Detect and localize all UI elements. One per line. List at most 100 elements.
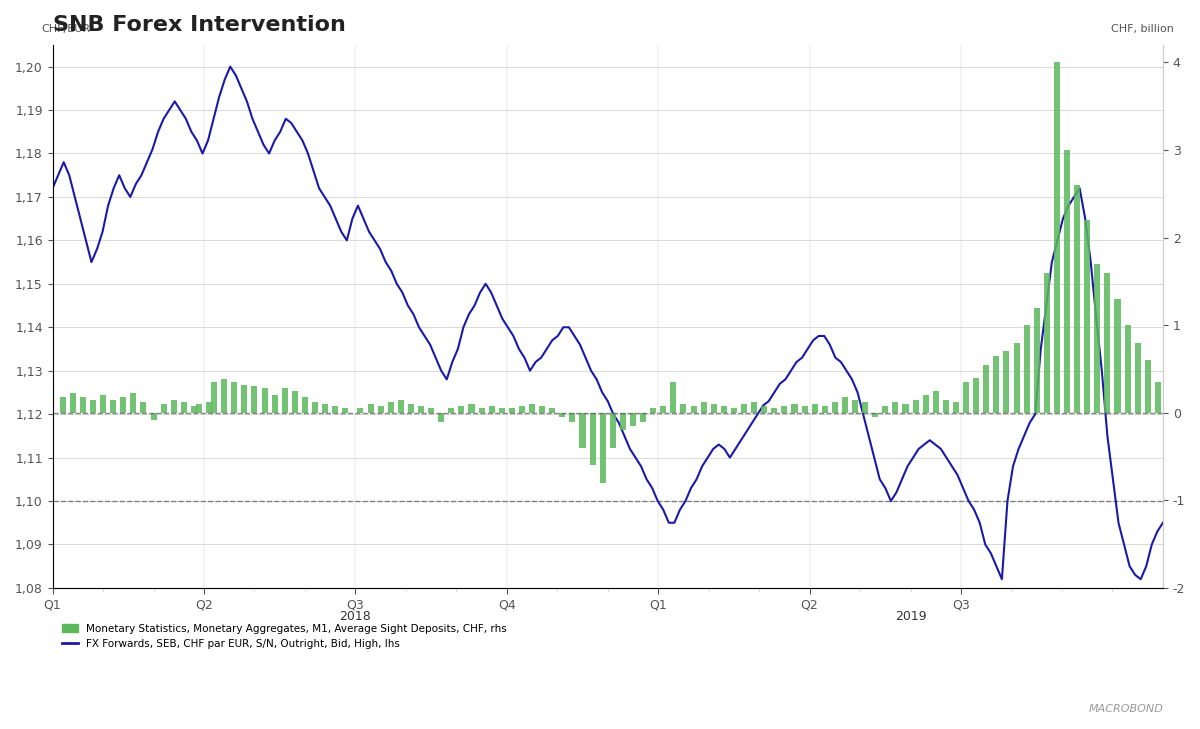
Bar: [690, 406, 696, 413]
Bar: [518, 406, 524, 413]
Bar: [322, 404, 328, 413]
Bar: [740, 404, 748, 413]
Bar: [1104, 273, 1110, 413]
Bar: [731, 408, 737, 413]
Bar: [191, 406, 197, 413]
Bar: [832, 402, 838, 413]
Bar: [70, 394, 76, 413]
Bar: [292, 391, 298, 413]
Bar: [1115, 299, 1121, 413]
Bar: [90, 399, 96, 413]
Bar: [872, 413, 878, 417]
Bar: [640, 413, 646, 421]
Legend: Monetary Statistics, Monetary Aggregates, M1, Average Sight Deposits, CHF, rhs, : Monetary Statistics, Monetary Aggregates…: [58, 620, 511, 653]
Bar: [600, 413, 606, 483]
Bar: [953, 402, 959, 413]
Bar: [902, 404, 908, 413]
Bar: [110, 399, 116, 413]
Bar: [1145, 360, 1151, 413]
Bar: [1003, 351, 1009, 413]
Bar: [367, 404, 373, 413]
Text: MACROBOND: MACROBOND: [1090, 704, 1164, 714]
Bar: [170, 399, 176, 413]
Bar: [994, 356, 1000, 413]
Bar: [378, 406, 384, 413]
Bar: [211, 382, 217, 413]
Bar: [196, 404, 202, 413]
Bar: [852, 399, 858, 413]
Bar: [398, 399, 404, 413]
Bar: [206, 402, 212, 413]
Bar: [751, 402, 757, 413]
Text: SNB Forex Intervention: SNB Forex Intervention: [53, 15, 346, 35]
Bar: [781, 406, 787, 413]
Bar: [140, 402, 146, 413]
Bar: [80, 397, 86, 413]
Bar: [589, 413, 595, 465]
Bar: [772, 408, 778, 413]
Bar: [428, 408, 434, 413]
Bar: [1094, 264, 1100, 413]
Bar: [822, 406, 828, 413]
Bar: [358, 408, 364, 413]
Bar: [983, 364, 989, 413]
Bar: [792, 404, 798, 413]
Bar: [388, 402, 394, 413]
Bar: [488, 406, 494, 413]
Bar: [710, 404, 716, 413]
Bar: [671, 382, 677, 413]
Bar: [620, 413, 626, 430]
Bar: [1014, 343, 1020, 413]
Bar: [811, 404, 817, 413]
Bar: [923, 395, 929, 413]
Bar: [408, 404, 414, 413]
Bar: [161, 404, 167, 413]
Bar: [650, 408, 656, 413]
Bar: [438, 413, 444, 421]
Bar: [449, 408, 455, 413]
Bar: [60, 397, 66, 413]
Bar: [912, 399, 919, 413]
Bar: [680, 404, 686, 413]
Bar: [539, 406, 545, 413]
Bar: [252, 386, 258, 413]
Bar: [509, 408, 515, 413]
Bar: [701, 402, 707, 413]
Text: CHF/EUR: CHF/EUR: [42, 24, 91, 34]
Bar: [232, 382, 238, 413]
Bar: [721, 406, 727, 413]
Bar: [1154, 382, 1160, 413]
Bar: [418, 406, 424, 413]
Bar: [973, 378, 979, 413]
Bar: [1124, 325, 1130, 413]
Bar: [312, 402, 318, 413]
Bar: [458, 406, 464, 413]
Bar: [468, 404, 474, 413]
Bar: [262, 389, 268, 413]
Bar: [1084, 220, 1091, 413]
Bar: [282, 389, 288, 413]
Bar: [630, 413, 636, 426]
Bar: [100, 395, 106, 413]
Bar: [1024, 325, 1030, 413]
Bar: [802, 406, 808, 413]
Bar: [529, 404, 535, 413]
Bar: [1064, 150, 1070, 413]
Bar: [943, 399, 949, 413]
Bar: [332, 406, 338, 413]
Bar: [181, 402, 187, 413]
Bar: [842, 397, 848, 413]
Bar: [499, 408, 505, 413]
Bar: [302, 397, 308, 413]
Bar: [271, 395, 277, 413]
Bar: [1054, 63, 1060, 413]
Bar: [221, 380, 227, 413]
Bar: [1074, 185, 1080, 413]
Bar: [862, 402, 868, 413]
Bar: [1044, 273, 1050, 413]
Bar: [580, 413, 586, 448]
Text: 2019: 2019: [895, 609, 926, 623]
Bar: [241, 385, 247, 413]
Bar: [569, 413, 576, 421]
Bar: [131, 394, 137, 413]
